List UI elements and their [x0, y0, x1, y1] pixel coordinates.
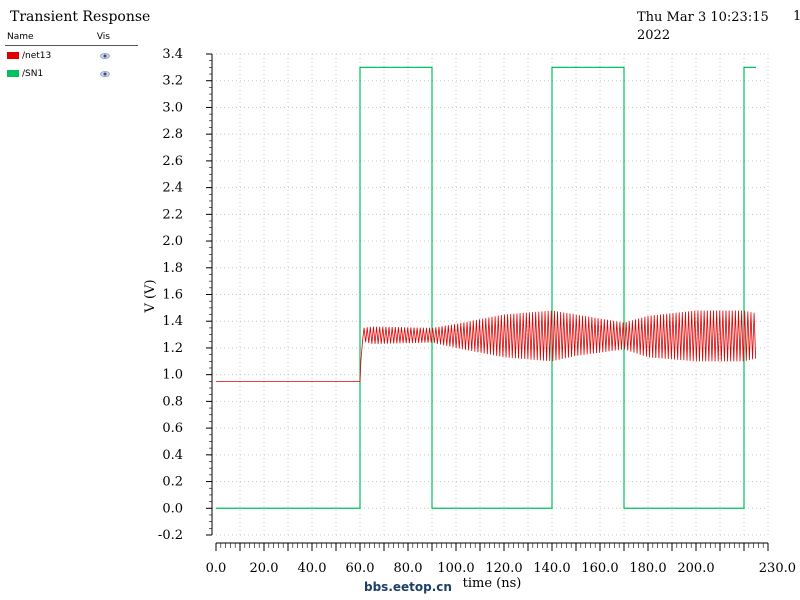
x-tick-label: 160.0	[581, 561, 618, 576]
x-tick-label: 0.0	[206, 561, 227, 576]
y-tick-label: 0.0	[162, 501, 183, 516]
chart-series	[216, 66, 757, 509]
legend-item-net13[interactable]: /net13	[5, 47, 138, 64]
y-tick-label: 2.8	[162, 127, 183, 142]
watermark-text: bbs.eetop.cn	[364, 580, 452, 594]
x-tick-label: 60.0	[346, 561, 375, 576]
x-tick-label: 100.0	[437, 561, 474, 576]
legend-header: Name Vis	[5, 32, 138, 46]
y-tick-label: 1.2	[162, 341, 183, 356]
legend-label-net13: /net13	[22, 51, 52, 61]
legend-panel: Name Vis /net13 /SN1	[5, 32, 138, 82]
y-tick-label: 1.6	[162, 288, 183, 303]
x-tick-label: 120.0	[485, 561, 522, 576]
y-axis-label: V (V)	[143, 279, 158, 313]
eye-icon[interactable]	[100, 71, 110, 77]
y-tick-label: 0.6	[162, 421, 183, 436]
x-tick-label: 40.0	[298, 561, 327, 576]
y-tick-label: 2.0	[162, 234, 183, 249]
y-tick-label: 0.4	[162, 448, 183, 463]
x-axis-label: time (ns)	[463, 576, 522, 591]
legend-label-sn1: /SN1	[22, 69, 44, 79]
y-tick-label: -0.2	[158, 528, 183, 543]
y-tick-label: 2.2	[162, 207, 183, 222]
legend-swatch-net13	[7, 52, 19, 59]
series-sn1-line	[216, 66, 756, 509]
y-tick-label: 0.8	[162, 394, 183, 409]
y-tick-label: 3.0	[162, 100, 183, 115]
legend-name-header: Name	[7, 32, 34, 42]
x-tick-label: 80.0	[394, 561, 423, 576]
page-number: 1	[793, 9, 800, 24]
chart-axes: 3.4 3.2 3.0 2.8 2.6 2.4 2.2 2.0 1.8 1.6 1.4 1.2 1.0 0…	[158, 47, 796, 576]
y-tick-label: 2.6	[162, 154, 183, 169]
y-tick-label: 1.8	[162, 261, 183, 276]
y-tick-label: 3.2	[162, 74, 183, 89]
y-tick-label: 1.4	[162, 314, 183, 329]
y-tick-label: 1.0	[162, 368, 183, 383]
x-tick-label: 180.0	[629, 561, 666, 576]
y-tick-label: 0.2	[162, 475, 183, 490]
chart-grid	[216, 53, 769, 536]
eye-icon[interactable]	[100, 53, 110, 59]
plot-date: Thu Mar 3 10:23:15 2022	[637, 10, 769, 43]
legend-item-sn1[interactable]: /SN1	[5, 65, 138, 82]
y-tick-label: 3.4	[162, 47, 183, 62]
series-net13-line	[216, 310, 757, 382]
plot-title: Transient Response	[10, 9, 151, 25]
legend-swatch-sn1	[7, 70, 19, 77]
x-tick-label: 200.0	[677, 561, 714, 576]
legend-vis-header: Vis	[96, 32, 110, 42]
x-tick-label: 230.0	[759, 561, 796, 576]
x-tick-label: 140.0	[533, 561, 570, 576]
y-tick-label: 2.4	[162, 181, 183, 196]
x-tick-label: 20.0	[250, 561, 279, 576]
